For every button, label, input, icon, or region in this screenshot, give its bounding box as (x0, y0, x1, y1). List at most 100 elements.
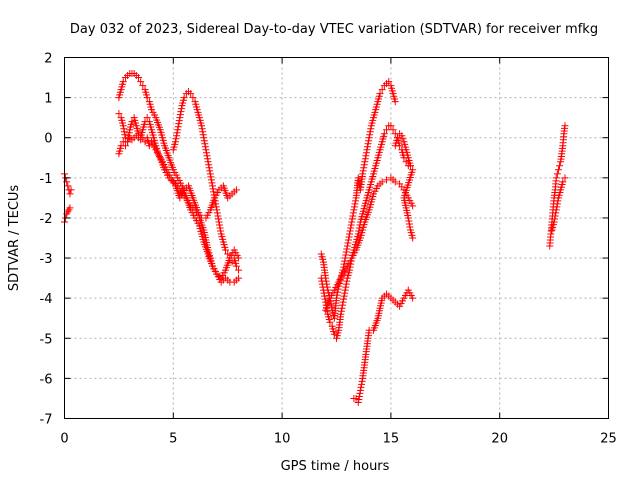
data-point-marker (360, 161, 368, 169)
data-point-marker (232, 262, 240, 270)
data-point-marker (64, 182, 72, 190)
data-point-marker (175, 117, 183, 125)
x-tick-label: 10 (274, 432, 291, 447)
data-point-marker (355, 392, 363, 400)
data-point-marker (203, 152, 211, 160)
chart-title: Day 032 of 2023, Sidereal Day-to-day VTE… (70, 22, 598, 37)
x-tick-label: 15 (383, 432, 400, 447)
axis-ticks: 0 5 10 15 20 25 -7 -6 -5 -4 -3 -2 -1 0 1 2 (40, 52, 617, 447)
data-point-marker (363, 146, 371, 154)
data-point-marker (361, 155, 369, 163)
data-point-marker (344, 239, 352, 247)
data-point-marker (318, 277, 326, 285)
y-tick-label: 1 (44, 92, 52, 107)
data-point-marker (406, 162, 414, 170)
data-point-marker (551, 215, 559, 223)
data-point-marker (349, 209, 357, 217)
data-point-marker (198, 125, 206, 133)
x-tick-label: 25 (600, 432, 617, 447)
data-point-marker (176, 114, 184, 122)
data-point-marker (340, 295, 348, 303)
data-point-marker (141, 138, 149, 146)
data-point-marker (204, 158, 212, 166)
y-tick-label: -2 (40, 212, 53, 227)
data-point-marker (346, 227, 354, 235)
data-point-marker (561, 122, 569, 130)
data-point-marker (383, 176, 391, 184)
data-point-marker (364, 143, 372, 151)
data-point-marker (318, 280, 326, 288)
data-point-marker (66, 190, 74, 198)
data-point-marker (355, 395, 363, 403)
y-tick-label: -5 (40, 332, 53, 347)
data-point-marker (358, 380, 366, 388)
data-point-marker (376, 90, 384, 98)
data-point-marker (206, 170, 214, 178)
data-point-marker (383, 126, 391, 134)
data-point-marker (128, 118, 136, 126)
data-point-marker (342, 280, 350, 288)
data-point-marker (119, 122, 127, 130)
data-point-marker (358, 377, 366, 385)
series-arc-08 (350, 286, 417, 406)
data-point-marker (356, 389, 364, 397)
data-point-marker (354, 230, 362, 238)
y-tick-label: -6 (40, 372, 53, 387)
x-tick-label: 0 (60, 432, 68, 447)
data-point-marker (205, 164, 213, 172)
data-point-marker (378, 86, 386, 94)
data-point-marker (187, 90, 195, 98)
data-point-marker (406, 223, 414, 231)
data-point-marker (134, 74, 142, 82)
data-point-marker (346, 230, 354, 238)
data-point-marker (67, 186, 75, 194)
data-point-marker (360, 164, 368, 172)
data-point-marker (210, 191, 218, 199)
data-point-marker (180, 94, 188, 102)
data-point-marker (115, 110, 123, 118)
data-point-marker (66, 204, 74, 212)
data-point-marker (228, 258, 236, 266)
data-point-marker (173, 132, 181, 140)
data-point-marker (550, 218, 558, 226)
data-point-marker (139, 82, 147, 90)
data-point-marker (201, 143, 209, 151)
data-point-marker (344, 236, 352, 244)
scatter-series (61, 70, 569, 406)
series-arc-00b (61, 204, 74, 226)
data-point-marker (171, 138, 179, 146)
data-point-marker (212, 203, 220, 211)
data-point-marker (342, 283, 350, 291)
data-point-marker (212, 200, 220, 208)
data-point-marker (198, 122, 206, 130)
data-point-marker (554, 166, 562, 174)
data-point-marker (553, 200, 561, 208)
data-point-marker (391, 98, 399, 106)
data-point-marker (145, 142, 153, 150)
data-point-marker (208, 179, 216, 187)
data-point-marker (124, 135, 132, 143)
data-point-marker (402, 158, 410, 166)
data-point-marker (398, 132, 406, 140)
data-point-marker (348, 218, 356, 226)
data-point-marker (409, 202, 417, 210)
data-point-marker (350, 206, 358, 214)
x-tick-label: 20 (491, 432, 508, 447)
series-arc-09 (391, 130, 417, 242)
data-point-marker (199, 131, 207, 139)
data-point-marker (378, 178, 386, 186)
data-point-marker (134, 130, 142, 138)
data-point-marker (356, 386, 364, 394)
data-point-marker (206, 167, 214, 175)
data-point-marker (319, 283, 327, 291)
data-point-marker (361, 158, 369, 166)
data-point-marker (354, 174, 362, 182)
data-point-marker (119, 78, 127, 86)
data-point-marker (202, 149, 210, 157)
data-point-marker (556, 162, 564, 170)
data-point-marker (366, 131, 374, 139)
data-point-marker (216, 221, 224, 229)
data-point-marker (553, 170, 561, 178)
data-point-marker (174, 123, 182, 131)
data-point-marker (352, 197, 360, 205)
